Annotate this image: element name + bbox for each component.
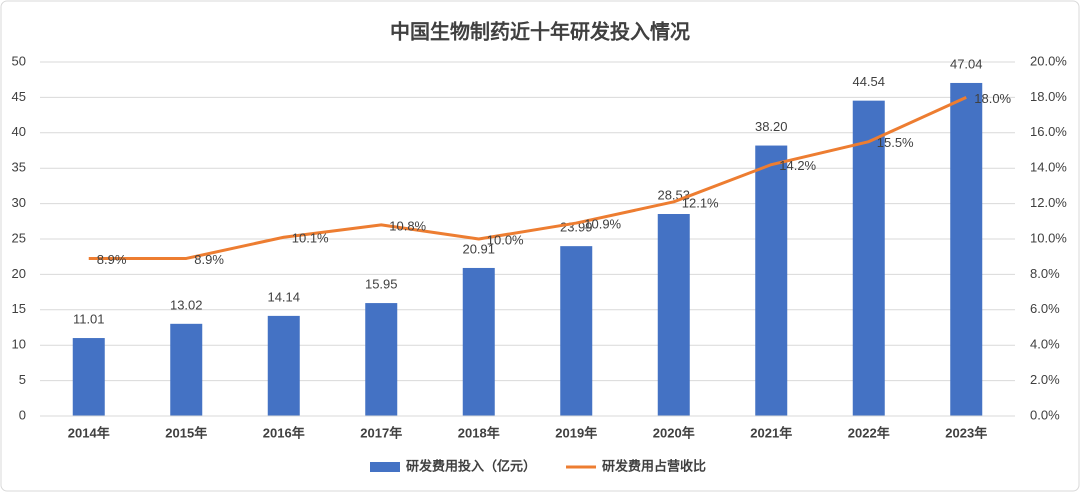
bar bbox=[170, 323, 203, 416]
bar bbox=[560, 246, 593, 416]
y2-tick-label: 12.0% bbox=[1030, 195, 1067, 210]
y-tick-label: 50 bbox=[12, 53, 26, 68]
bar-value-label: 38.20 bbox=[755, 119, 788, 134]
line-value-label: 8.9% bbox=[97, 252, 127, 267]
line-value-label: 18.0% bbox=[974, 91, 1011, 106]
y-tick-label: 30 bbox=[12, 195, 26, 210]
y2-tick-label: 20.0% bbox=[1030, 53, 1067, 68]
bar-value-label: 13.02 bbox=[170, 297, 203, 312]
bar bbox=[852, 100, 885, 416]
y2-tick-label: 4.0% bbox=[1030, 337, 1060, 352]
x-tick-label: 2014年 bbox=[68, 425, 110, 440]
line-value-label: 10.9% bbox=[584, 217, 621, 232]
y-tick-label: 40 bbox=[12, 124, 26, 139]
x-tick-label: 2019年 bbox=[555, 425, 597, 440]
x-tick-label: 2023年 bbox=[945, 425, 987, 440]
y-tick-label: 15 bbox=[12, 301, 26, 316]
y2-tick-label: 14.0% bbox=[1030, 160, 1067, 175]
x-tick-label: 2022年 bbox=[848, 425, 890, 440]
y2-tick-label: 0.0% bbox=[1030, 407, 1060, 422]
bar bbox=[462, 267, 495, 416]
y-tick-label: 0 bbox=[19, 407, 26, 422]
bar bbox=[365, 303, 398, 416]
line-value-label: 12.1% bbox=[682, 195, 719, 210]
bar-value-label: 47.04 bbox=[950, 56, 983, 71]
line-value-label: 15.5% bbox=[877, 135, 914, 150]
line-value-label: 14.2% bbox=[779, 158, 816, 173]
line-value-label: 8.9% bbox=[194, 252, 224, 267]
y-tick-label: 35 bbox=[12, 160, 26, 175]
y-tick-label: 5 bbox=[19, 372, 26, 387]
y2-tick-label: 18.0% bbox=[1030, 89, 1067, 104]
bar-value-label: 20.91 bbox=[462, 241, 495, 256]
bar-value-label: 44.54 bbox=[852, 74, 885, 89]
x-tick-label: 2021年 bbox=[750, 425, 792, 440]
bar bbox=[657, 214, 690, 416]
legend-swatch bbox=[370, 462, 400, 472]
legend-label: 研发费用占营收比 bbox=[602, 458, 706, 473]
x-tick-label: 2017年 bbox=[360, 425, 402, 440]
y2-tick-label: 16.0% bbox=[1030, 124, 1067, 139]
bar bbox=[72, 338, 105, 416]
bar bbox=[267, 315, 300, 416]
y-tick-label: 20 bbox=[12, 266, 26, 281]
bar-value-label: 14.14 bbox=[267, 289, 300, 304]
y2-tick-label: 6.0% bbox=[1030, 301, 1060, 316]
y2-tick-label: 8.0% bbox=[1030, 266, 1060, 281]
line-value-label: 10.1% bbox=[292, 231, 329, 246]
line-value-label: 10.8% bbox=[389, 218, 426, 233]
legend-label: 研发费用投入（亿元） bbox=[406, 458, 536, 473]
bar-value-label: 15.95 bbox=[365, 277, 398, 292]
y2-tick-label: 2.0% bbox=[1030, 372, 1060, 387]
y-tick-label: 25 bbox=[12, 230, 26, 245]
chart-title: 中国生物制药近十年研发投入情况 bbox=[390, 19, 690, 43]
bar bbox=[755, 145, 788, 416]
line-value-label: 10.0% bbox=[487, 232, 524, 247]
bar bbox=[950, 82, 983, 417]
x-tick-label: 2015年 bbox=[165, 425, 207, 440]
y2-tick-label: 10.0% bbox=[1030, 230, 1067, 245]
bar-value-label: 11.01 bbox=[73, 311, 105, 326]
y-tick-label: 10 bbox=[12, 337, 26, 352]
x-tick-label: 2016年 bbox=[263, 425, 305, 440]
y-tick-label: 45 bbox=[12, 89, 26, 104]
x-tick-label: 2020年 bbox=[653, 425, 695, 440]
line bbox=[88, 96, 967, 260]
x-tick-label: 2018年 bbox=[458, 425, 500, 440]
